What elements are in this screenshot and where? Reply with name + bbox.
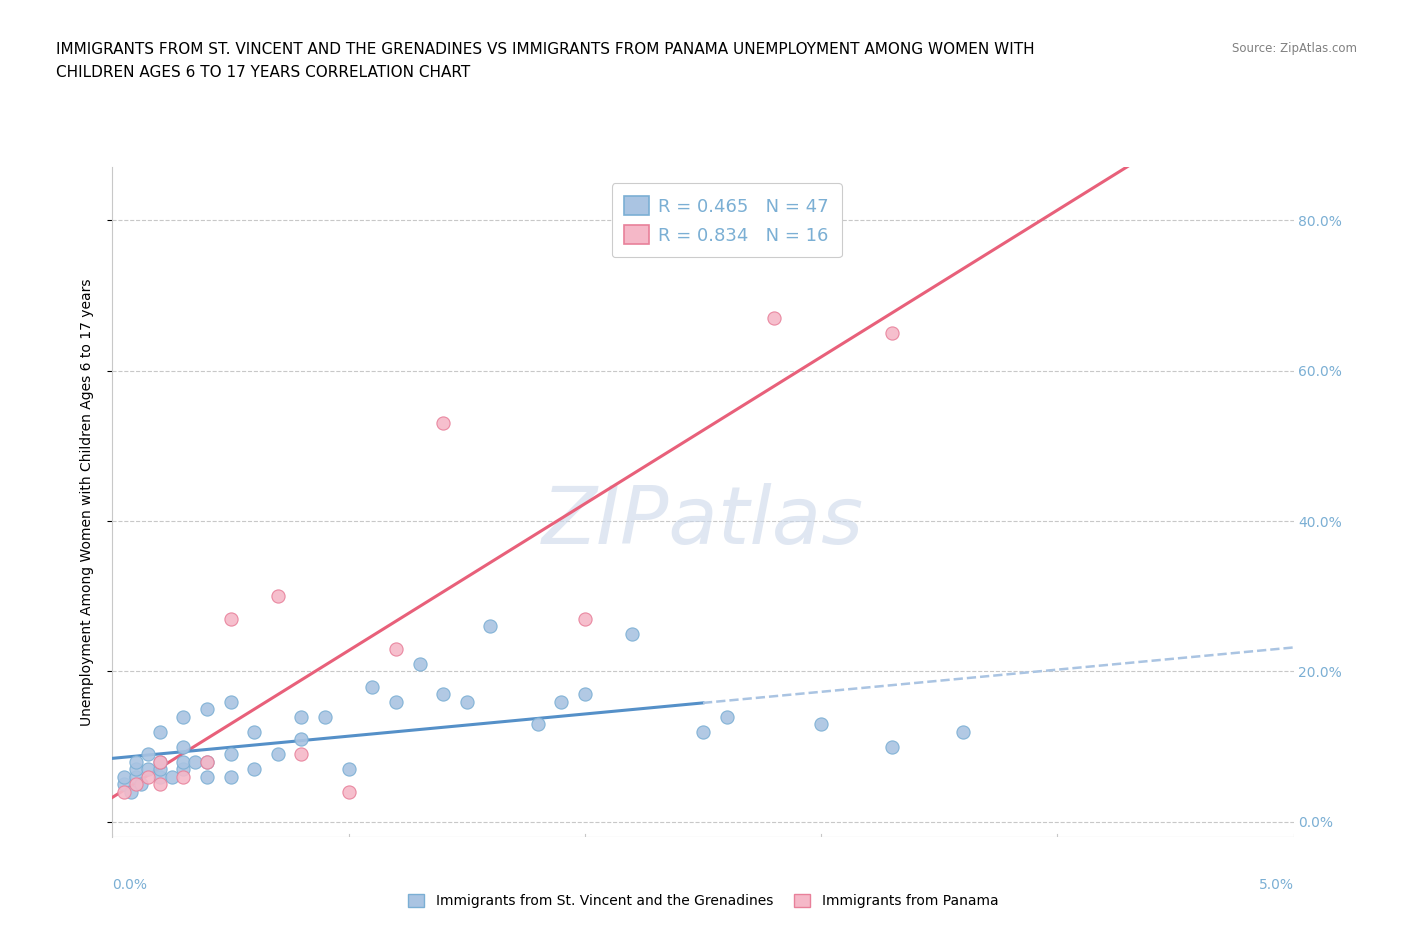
Point	[432, 686, 454, 701]
Text: IMMIGRANTS FROM ST. VINCENT AND THE GRENADINES VS IMMIGRANTS FROM PANAMA UNEMPLO: IMMIGRANTS FROM ST. VINCENT AND THE GREN…	[56, 42, 1035, 57]
Point	[290, 710, 312, 724]
Point	[408, 657, 430, 671]
Point	[314, 710, 336, 724]
Point	[149, 754, 172, 769]
Point	[219, 769, 242, 784]
Point	[160, 769, 183, 784]
Point	[337, 762, 360, 777]
Point	[149, 754, 172, 769]
Point	[149, 777, 172, 791]
Point	[385, 642, 408, 657]
Text: Source: ZipAtlas.com: Source: ZipAtlas.com	[1232, 42, 1357, 55]
Point	[810, 717, 832, 732]
Point	[880, 326, 903, 340]
Point	[149, 769, 172, 784]
Point	[120, 784, 142, 799]
Point	[136, 769, 159, 784]
Point	[243, 762, 266, 777]
Point	[125, 762, 148, 777]
Point	[432, 416, 454, 431]
Point	[149, 724, 172, 739]
Point	[149, 762, 172, 777]
Point	[219, 747, 242, 762]
Point	[574, 686, 596, 701]
Point	[195, 701, 218, 716]
Point	[526, 717, 548, 732]
Point	[361, 679, 384, 694]
Point	[267, 589, 290, 604]
Point	[112, 769, 135, 784]
Point	[290, 732, 312, 747]
Y-axis label: Unemployment Among Women with Children Ages 6 to 17 years: Unemployment Among Women with Children A…	[80, 278, 94, 726]
Point	[762, 311, 785, 325]
Point	[136, 762, 159, 777]
Text: 0.0%: 0.0%	[112, 878, 148, 893]
Text: 5.0%: 5.0%	[1258, 878, 1294, 893]
Point	[550, 694, 572, 709]
Legend: R = 0.465   N = 47, R = 0.834   N = 16: R = 0.465 N = 47, R = 0.834 N = 16	[612, 183, 842, 258]
Legend: Immigrants from St. Vincent and the Grenadines, Immigrants from Panama: Immigrants from St. Vincent and the Gren…	[402, 889, 1004, 914]
Point	[621, 627, 644, 642]
Point	[136, 747, 159, 762]
Point	[219, 611, 242, 626]
Point	[172, 739, 194, 754]
Point	[716, 710, 738, 724]
Point	[267, 747, 290, 762]
Point	[692, 724, 714, 739]
Point	[952, 724, 974, 739]
Point	[125, 769, 148, 784]
Point	[172, 762, 194, 777]
Point	[184, 754, 207, 769]
Point	[172, 710, 194, 724]
Point	[385, 694, 408, 709]
Point	[195, 754, 218, 769]
Point	[574, 611, 596, 626]
Point	[337, 784, 360, 799]
Point	[125, 754, 148, 769]
Point	[172, 754, 194, 769]
Point	[112, 777, 135, 791]
Point	[290, 747, 312, 762]
Point	[112, 784, 135, 799]
Point	[129, 777, 152, 791]
Point	[219, 694, 242, 709]
Text: CHILDREN AGES 6 TO 17 YEARS CORRELATION CHART: CHILDREN AGES 6 TO 17 YEARS CORRELATION …	[56, 65, 471, 80]
Text: ZIPatlas: ZIPatlas	[541, 484, 865, 562]
Point	[195, 769, 218, 784]
Point	[880, 739, 903, 754]
Point	[456, 694, 478, 709]
Point	[172, 769, 194, 784]
Point	[479, 618, 502, 633]
Point	[243, 724, 266, 739]
Point	[195, 754, 218, 769]
Point	[125, 777, 148, 791]
